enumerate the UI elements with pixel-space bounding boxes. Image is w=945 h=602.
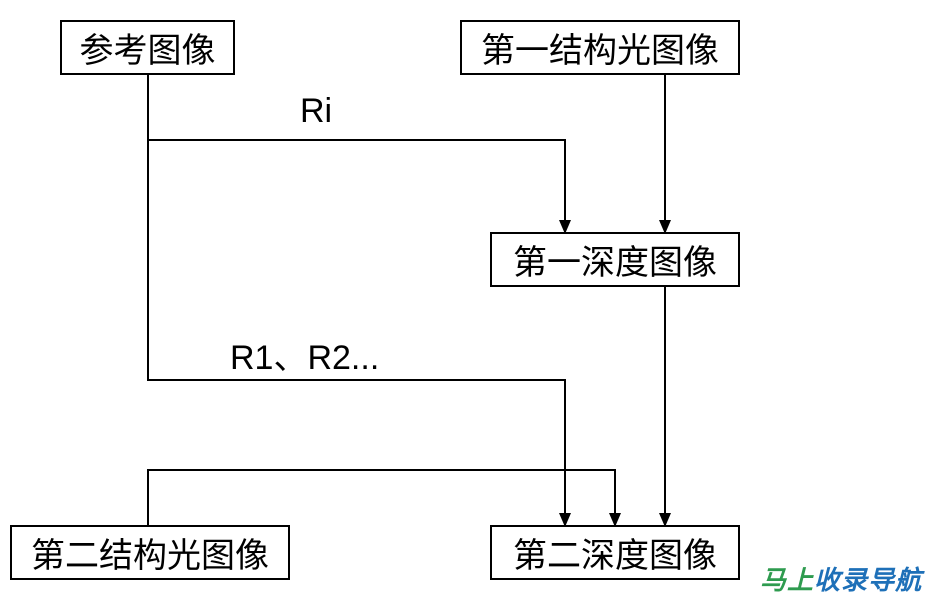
edge-label-r1n: R1、R2... — [230, 330, 379, 379]
edge-label-text: Ri — [300, 92, 332, 130]
node-label: 第二结构光图像 — [31, 528, 269, 577]
node-label: 第一结构光图像 — [481, 23, 719, 72]
node-first-depth: 第一深度图像 — [490, 232, 740, 287]
connectors-layer — [0, 0, 945, 602]
node-label: 第二深度图像 — [513, 528, 717, 577]
node-label: 参考图像 — [80, 23, 216, 72]
edge-sl2-to-second-depth — [148, 470, 615, 525]
node-label: 第一深度图像 — [513, 235, 717, 284]
node-second-sl-image: 第二结构光图像 — [10, 525, 290, 580]
node-first-sl-image: 第一结构光图像 — [460, 20, 740, 75]
node-ref-image: 参考图像 — [60, 20, 235, 75]
watermark: 马上收录导航 — [760, 560, 922, 597]
edge-label-text: R1、R2... — [230, 339, 379, 377]
node-second-depth: 第二深度图像 — [490, 525, 740, 580]
edge-ref-to-first-depth — [148, 75, 565, 232]
edge-label-ri: Ri — [300, 92, 332, 131]
